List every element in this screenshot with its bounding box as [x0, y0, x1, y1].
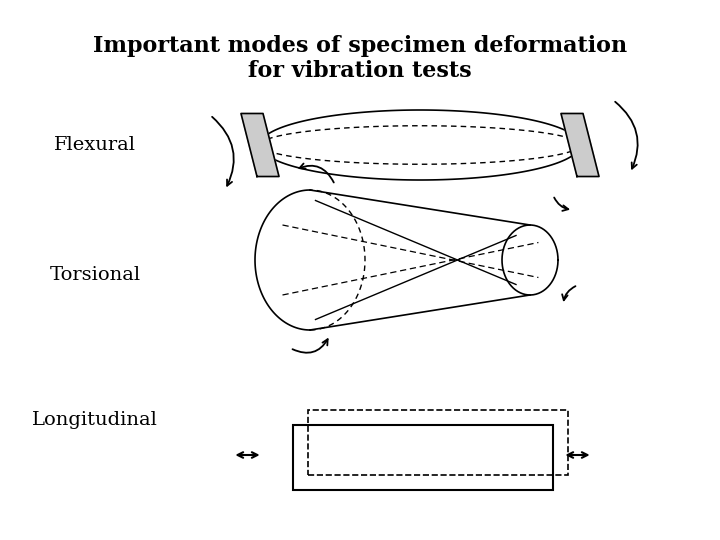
Polygon shape: [561, 113, 599, 177]
Bar: [307, 410, 567, 475]
Text: Torsional: Torsional: [50, 266, 140, 284]
Text: Flexural: Flexural: [54, 136, 136, 154]
Polygon shape: [241, 113, 279, 177]
Text: Important modes of specimen deformation
for vibration tests: Important modes of specimen deformation …: [93, 35, 627, 83]
Text: Longitudinal: Longitudinal: [32, 411, 158, 429]
Bar: [292, 425, 552, 490]
